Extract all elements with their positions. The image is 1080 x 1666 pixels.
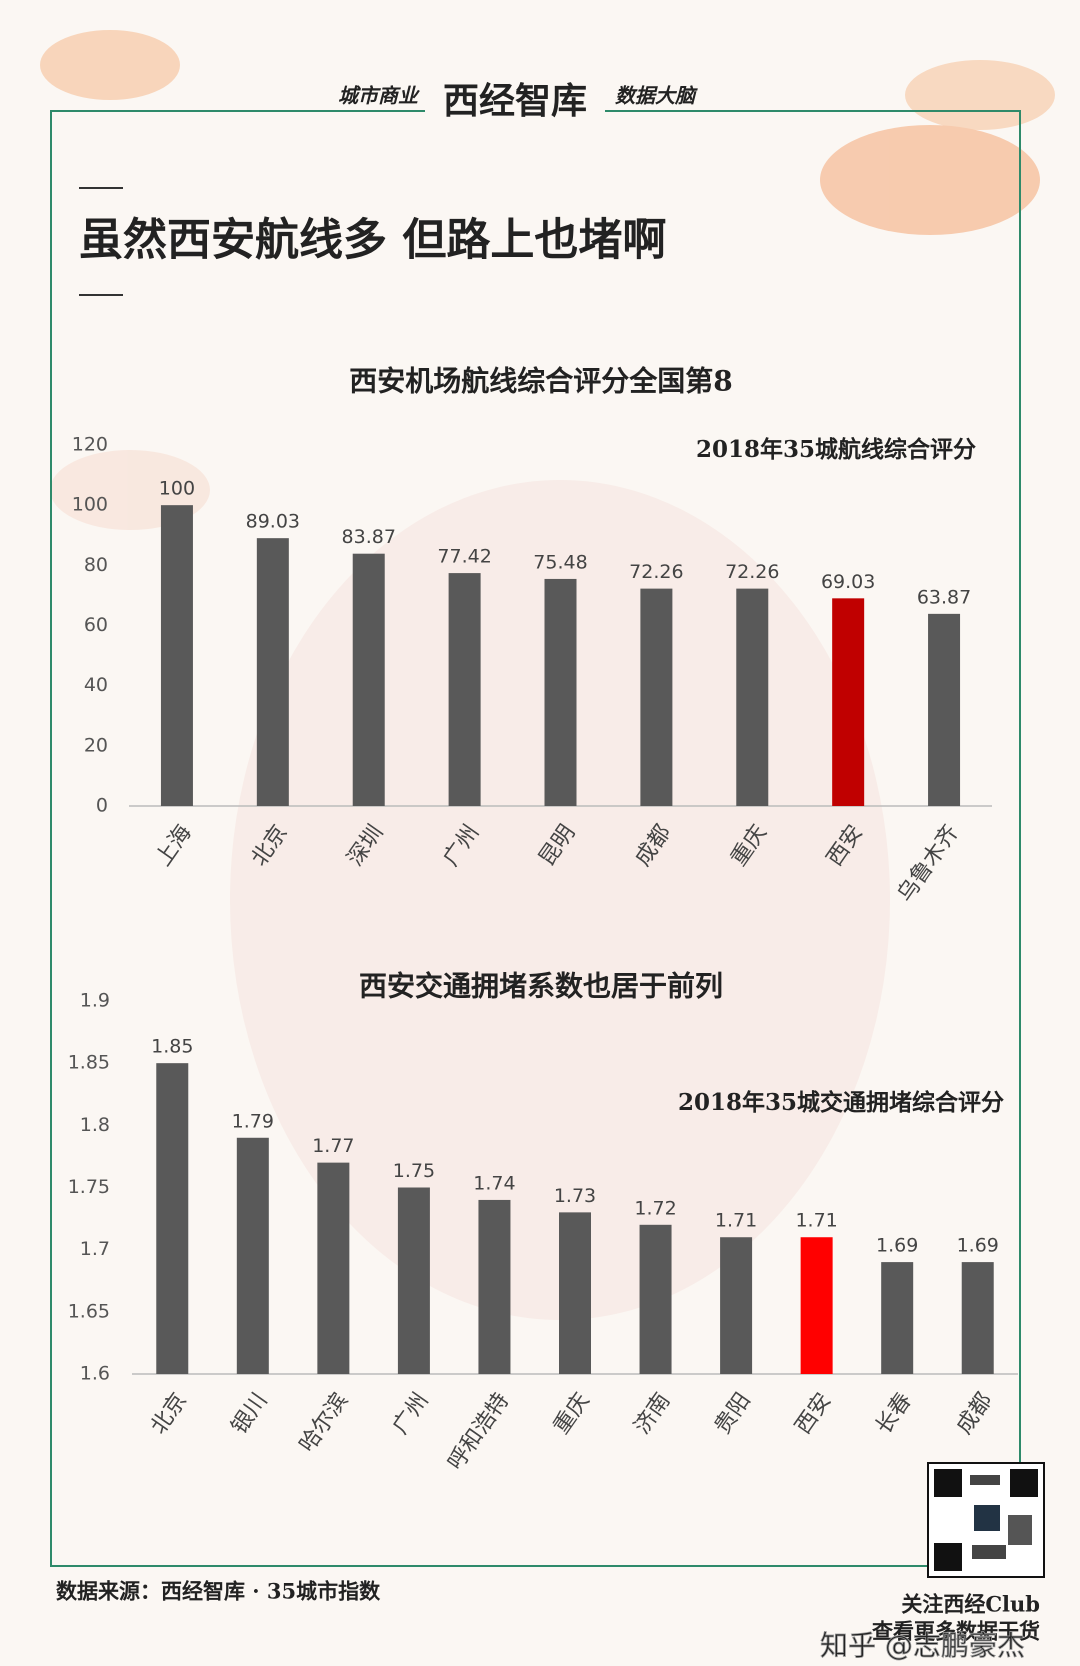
bar bbox=[832, 598, 865, 806]
y-tick-label: 60 bbox=[84, 614, 108, 636]
value-label: 1.74 bbox=[473, 1172, 515, 1194]
x-tick-label: 成都 bbox=[952, 1389, 998, 1439]
value-label: 63.87 bbox=[917, 586, 971, 608]
source: 数据来源：西经智库 · 35城市指数 bbox=[56, 1579, 381, 1604]
chart-title: 西安交通拥堵系数也居于前列 bbox=[359, 970, 723, 1003]
chart-subtitle: 2018年35城航线综合评分 bbox=[696, 436, 976, 463]
x-tick-label: 贵阳 bbox=[710, 1389, 756, 1439]
bar bbox=[256, 538, 289, 806]
bar bbox=[928, 613, 961, 806]
value-label: 1.85 bbox=[151, 1036, 193, 1058]
y-tick-label: 1.7 bbox=[80, 1238, 110, 1260]
y-tick-label: 80 bbox=[84, 554, 108, 576]
bar bbox=[236, 1137, 269, 1374]
bar bbox=[448, 573, 481, 806]
value-label: 1.75 bbox=[393, 1160, 435, 1182]
x-tick-label: 西安 bbox=[791, 1389, 837, 1439]
bar bbox=[961, 1262, 994, 1374]
x-tick-label: 重庆 bbox=[549, 1389, 595, 1439]
value-label: 75.48 bbox=[533, 551, 587, 573]
value-label: 83.87 bbox=[342, 526, 396, 548]
qr-caption: 查看更多数据干货 bbox=[872, 1619, 1040, 1644]
value-label: 72.26 bbox=[725, 561, 779, 583]
x-tick-label: 银川 bbox=[227, 1389, 273, 1439]
y-tick-label: 40 bbox=[84, 674, 108, 696]
y-tick-label: 1.85 bbox=[68, 1052, 110, 1074]
watermark: 知乎 @志鹏豪杰 bbox=[820, 1629, 1025, 1662]
y-tick-label: 1.8 bbox=[80, 1114, 110, 1136]
chart-subtitle: 2018年35城交通拥堵综合评分 bbox=[678, 1089, 1004, 1116]
value-label: 69.03 bbox=[821, 571, 875, 593]
x-tick-label: 呼和浩特 bbox=[443, 1389, 514, 1475]
bar bbox=[639, 1224, 672, 1374]
bar bbox=[720, 1237, 753, 1374]
decoration bbox=[40, 30, 1055, 1320]
x-tick-label: 北京 bbox=[146, 1389, 192, 1439]
y-tick-label: 20 bbox=[84, 734, 108, 756]
chart-title: 西安机场航线综合评分全国第8 bbox=[349, 365, 732, 398]
header-right: 数据大脑 bbox=[615, 84, 698, 108]
y-tick-label: 1.9 bbox=[80, 990, 110, 1012]
bar bbox=[881, 1262, 914, 1374]
y-tick-label: 120 bbox=[72, 434, 108, 456]
qr-caption: 关注西经Club bbox=[901, 1592, 1040, 1617]
header-left: 城市商业 bbox=[338, 84, 420, 108]
bar bbox=[736, 588, 769, 806]
logo-bg bbox=[425, 40, 605, 190]
y-tick-label: 100 bbox=[72, 494, 108, 516]
x-tick-label: 广州 bbox=[388, 1389, 434, 1439]
bar bbox=[640, 588, 673, 806]
value-label: 1.73 bbox=[554, 1185, 596, 1207]
value-label: 1.71 bbox=[715, 1210, 757, 1232]
headline: 虽然西安航线多 但路上也堵啊 bbox=[79, 215, 666, 266]
x-tick-label: 济南 bbox=[630, 1389, 676, 1439]
value-label: 1.79 bbox=[232, 1110, 274, 1132]
bar bbox=[478, 1199, 511, 1374]
y-tick-label: 1.75 bbox=[68, 1176, 110, 1198]
value-label: 1.69 bbox=[876, 1235, 918, 1257]
y-tick-label: 1.6 bbox=[80, 1363, 110, 1385]
brand: 西经智库 bbox=[443, 80, 587, 122]
x-tick-label: 乌鲁木齐 bbox=[893, 821, 964, 907]
value-label: 100 bbox=[159, 478, 195, 500]
y-tick-label: 1.65 bbox=[68, 1300, 110, 1322]
bar bbox=[544, 578, 577, 806]
x-tick-label: 长春 bbox=[871, 1389, 917, 1439]
value-label: 1.72 bbox=[634, 1197, 676, 1219]
qr-code bbox=[927, 1462, 1045, 1578]
bar bbox=[559, 1212, 591, 1374]
value-label: 72.26 bbox=[629, 561, 683, 583]
bar bbox=[317, 1162, 350, 1374]
bar bbox=[156, 1063, 189, 1374]
y-tick-label: 0 bbox=[96, 795, 108, 817]
value-label: 89.03 bbox=[246, 511, 300, 533]
value-label: 1.77 bbox=[312, 1135, 354, 1157]
value-label: 1.69 bbox=[957, 1235, 999, 1257]
bar bbox=[160, 505, 193, 806]
x-tick-label: 哈尔滨 bbox=[295, 1389, 353, 1457]
x-tick-label: 上海 bbox=[151, 821, 197, 871]
value-label: 77.42 bbox=[437, 546, 491, 568]
bar bbox=[800, 1237, 833, 1374]
value-label: 1.71 bbox=[795, 1210, 837, 1232]
bar bbox=[352, 553, 385, 806]
bar bbox=[397, 1187, 430, 1374]
